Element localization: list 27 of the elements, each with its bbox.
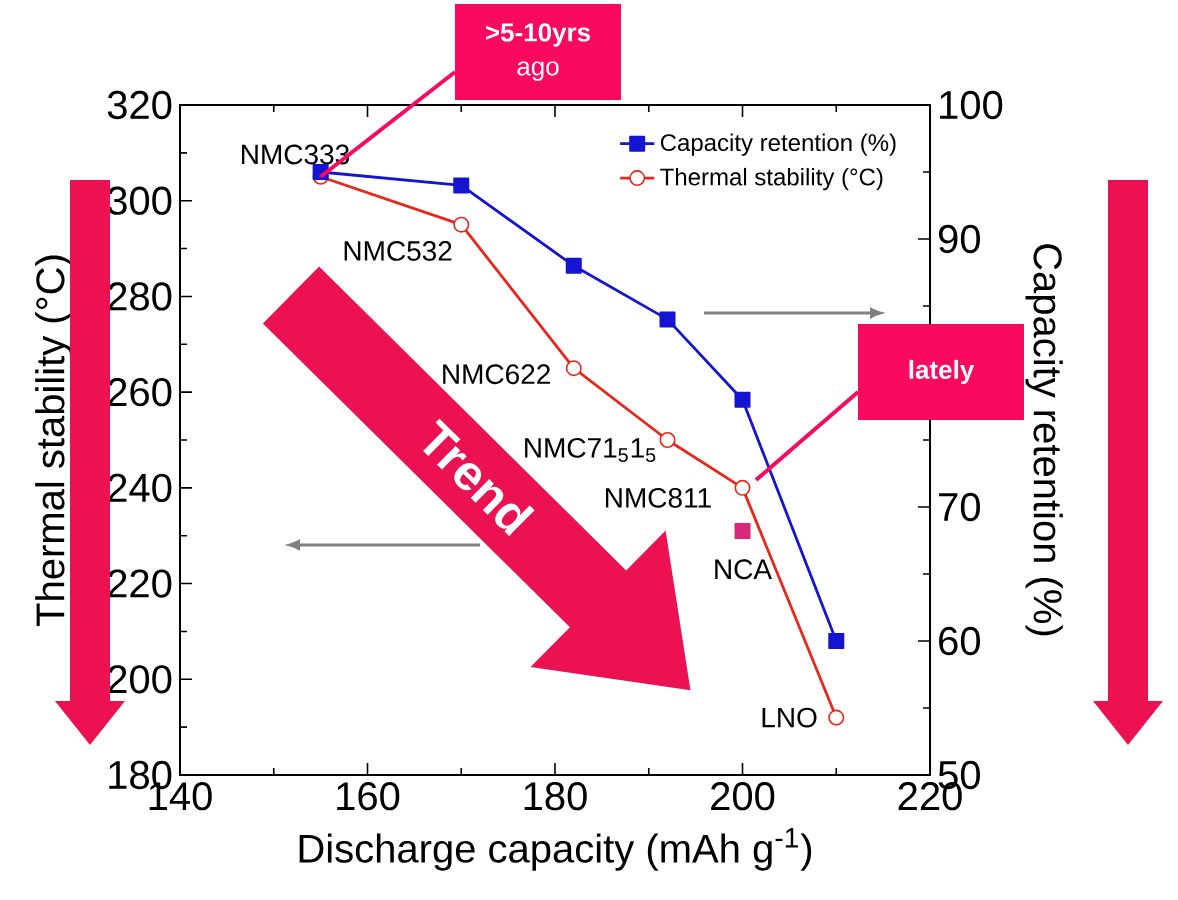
annotation: NMC532 — [344, 241, 452, 261]
x-tick-label: 160 — [337, 782, 400, 811]
y-tick-label: 320 — [107, 90, 172, 120]
annotation: NMC333 — [242, 144, 349, 165]
y-tick-label: 220 — [108, 569, 172, 598]
annotation: >5-10yrs ago — [485, 23, 591, 81]
legend-label: Thermal stability (°C) — [660, 167, 883, 191]
x-axis-title: Discharge capacity (mAh g$^{-1}$) — [299, 828, 812, 871]
x-tick-label: 180 — [524, 782, 587, 811]
x-tick-label: 200 — [711, 782, 775, 811]
y-tick-label: 280 — [108, 282, 172, 311]
y2-axis-title: Capacity retention (%) — [1025, 244, 1063, 636]
y-tick-label: 240 — [108, 473, 172, 502]
annotation: NMC622 — [443, 364, 550, 385]
y-tick-label: 260 — [108, 377, 172, 407]
y2-tick-label: 100 — [940, 90, 1003, 120]
annotation: lately — [909, 359, 975, 385]
annotation: LNO — [762, 707, 817, 728]
y2-tick-label: 60 — [939, 626, 980, 656]
y-tick-label: 200 — [108, 665, 172, 694]
annotation: NCA — [715, 559, 773, 580]
y2-tick-label: 70 — [939, 492, 980, 522]
legend-label: Capacity retention (%) — [660, 133, 896, 156]
y-axis-title: Thermal stability (°C) — [35, 255, 73, 626]
y2-tick-label: 90 — [938, 224, 980, 254]
y-tick-label: 300 — [107, 186, 172, 215]
annotation: NMC811 — [605, 487, 711, 508]
